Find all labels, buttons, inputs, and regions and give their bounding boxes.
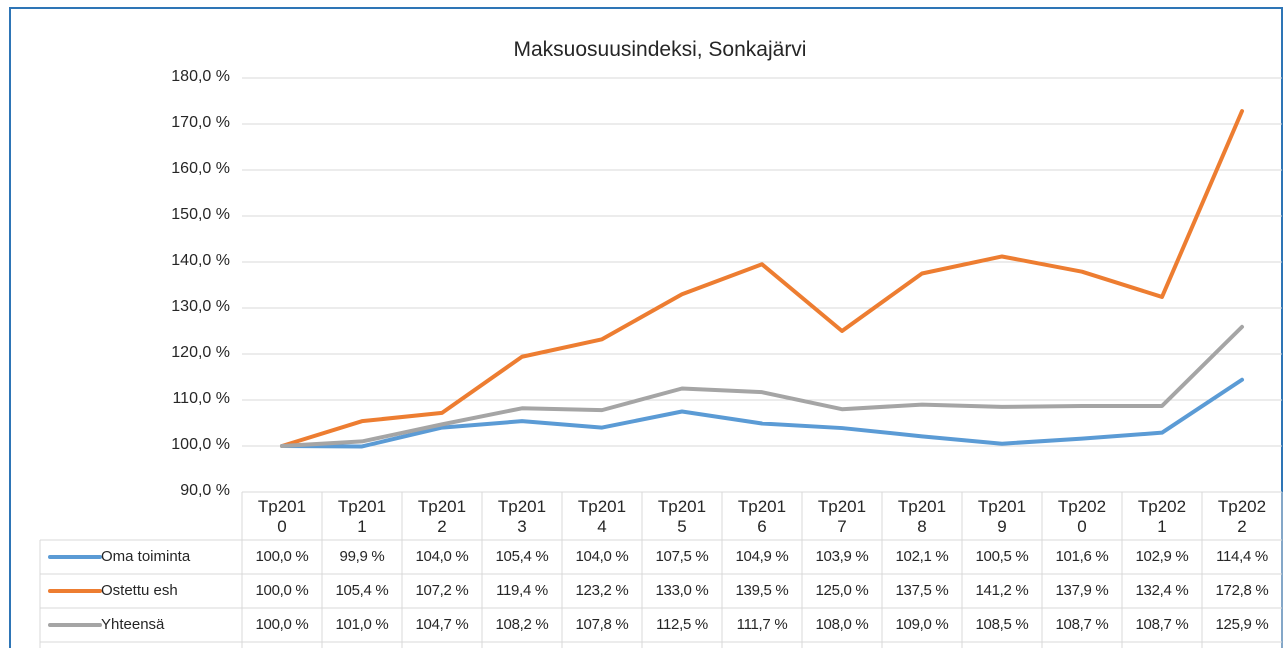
legend-label: Oma toiminta — [101, 548, 191, 565]
data-label: 99,9 % — [339, 548, 385, 565]
data-label: 105,4 % — [495, 548, 549, 565]
x-tick-label: Tp2019 — [977, 497, 1027, 536]
data-label: 101,6 % — [1055, 548, 1109, 565]
series-line — [280, 324, 1244, 448]
data-label: 132,4 % — [1135, 582, 1189, 599]
data-label: 107,8 % — [575, 616, 629, 633]
x-tick-label: Tp2016 — [737, 497, 787, 536]
x-tick-label: Tp2021 — [1137, 497, 1187, 536]
data-label: 104,7 % — [415, 616, 469, 633]
legend-label: Yhteensä — [101, 616, 165, 633]
data-label: 104,9 % — [735, 548, 789, 565]
data-label: 141,2 % — [975, 582, 1029, 599]
y-tick-label: 180,0 % — [171, 68, 230, 85]
x-tick-label: Tp2022 — [1217, 497, 1267, 536]
y-tick-label: 100,0 % — [171, 436, 230, 453]
y-tick-label: 140,0 % — [171, 252, 230, 269]
data-label: 104,0 % — [415, 548, 469, 565]
data-label: 108,0 % — [815, 616, 869, 633]
data-label: 104,0 % — [575, 548, 629, 565]
data-label: 119,4 % — [496, 582, 548, 599]
data-label: 100,0 % — [255, 548, 309, 565]
data-label: 100,5 % — [975, 548, 1029, 565]
data-label: 101,0 % — [335, 616, 389, 633]
x-tick-label: Tp2015 — [657, 497, 707, 536]
data-label: 107,5 % — [655, 548, 709, 565]
data-label: 102,1 % — [895, 548, 949, 565]
x-tick-label: Tp2010 — [257, 497, 307, 536]
data-label: 133,0 % — [655, 582, 709, 599]
y-tick-label: 130,0 % — [171, 298, 230, 315]
data-label: 103,9 % — [815, 548, 869, 565]
x-tick-label: Tp2017 — [817, 497, 867, 536]
data-label: 125,9 % — [1215, 616, 1269, 633]
data-label: 100,0 % — [255, 616, 309, 633]
data-label: 137,9 % — [1055, 582, 1109, 599]
data-label: 125,0 % — [815, 582, 869, 599]
y-tick-label: 90,0 % — [180, 482, 230, 499]
data-label: 108,7 % — [1055, 616, 1109, 633]
x-tick-label: Tp2018 — [897, 497, 947, 536]
data-label: 108,5 % — [975, 616, 1029, 633]
x-tick-label: Tp2011 — [337, 497, 387, 536]
y-tick-label: 170,0 % — [171, 114, 230, 131]
legend-label: Ostettu esh — [101, 582, 178, 599]
chart-title: Maksuosuusindeksi, Sonkajärvi — [513, 38, 807, 61]
y-tick-label: 120,0 % — [171, 344, 230, 361]
data-label: 137,5 % — [895, 582, 949, 599]
y-tick-label: 150,0 % — [171, 206, 230, 223]
series-line — [280, 109, 1244, 448]
data-label: 107,2 % — [415, 582, 469, 599]
chart-border — [9, 7, 1283, 648]
data-label: 172,8 % — [1215, 582, 1269, 599]
data-label: 114,4 % — [1216, 548, 1268, 565]
series-line — [280, 377, 1244, 449]
data-label: 123,2 % — [575, 582, 629, 599]
x-tick-label: Tp2014 — [577, 497, 627, 536]
x-tick-label: Tp2012 — [417, 497, 467, 536]
data-label: 109,0 % — [895, 616, 949, 633]
data-label: 105,4 % — [335, 582, 389, 599]
y-tick-label: 110,0 % — [172, 390, 230, 407]
data-label: 112,5 % — [656, 616, 708, 633]
data-label: 102,9 % — [1135, 548, 1189, 565]
data-label: 139,5 % — [735, 582, 789, 599]
data-label: 108,2 % — [495, 616, 549, 633]
x-tick-label: Tp2020 — [1057, 497, 1107, 536]
data-label: 108,7 % — [1135, 616, 1189, 633]
x-tick-label: Tp2013 — [497, 497, 547, 536]
data-label: 111,7 % — [736, 616, 788, 633]
y-tick-label: 160,0 % — [171, 160, 230, 177]
data-label: 100,0 % — [255, 582, 309, 599]
